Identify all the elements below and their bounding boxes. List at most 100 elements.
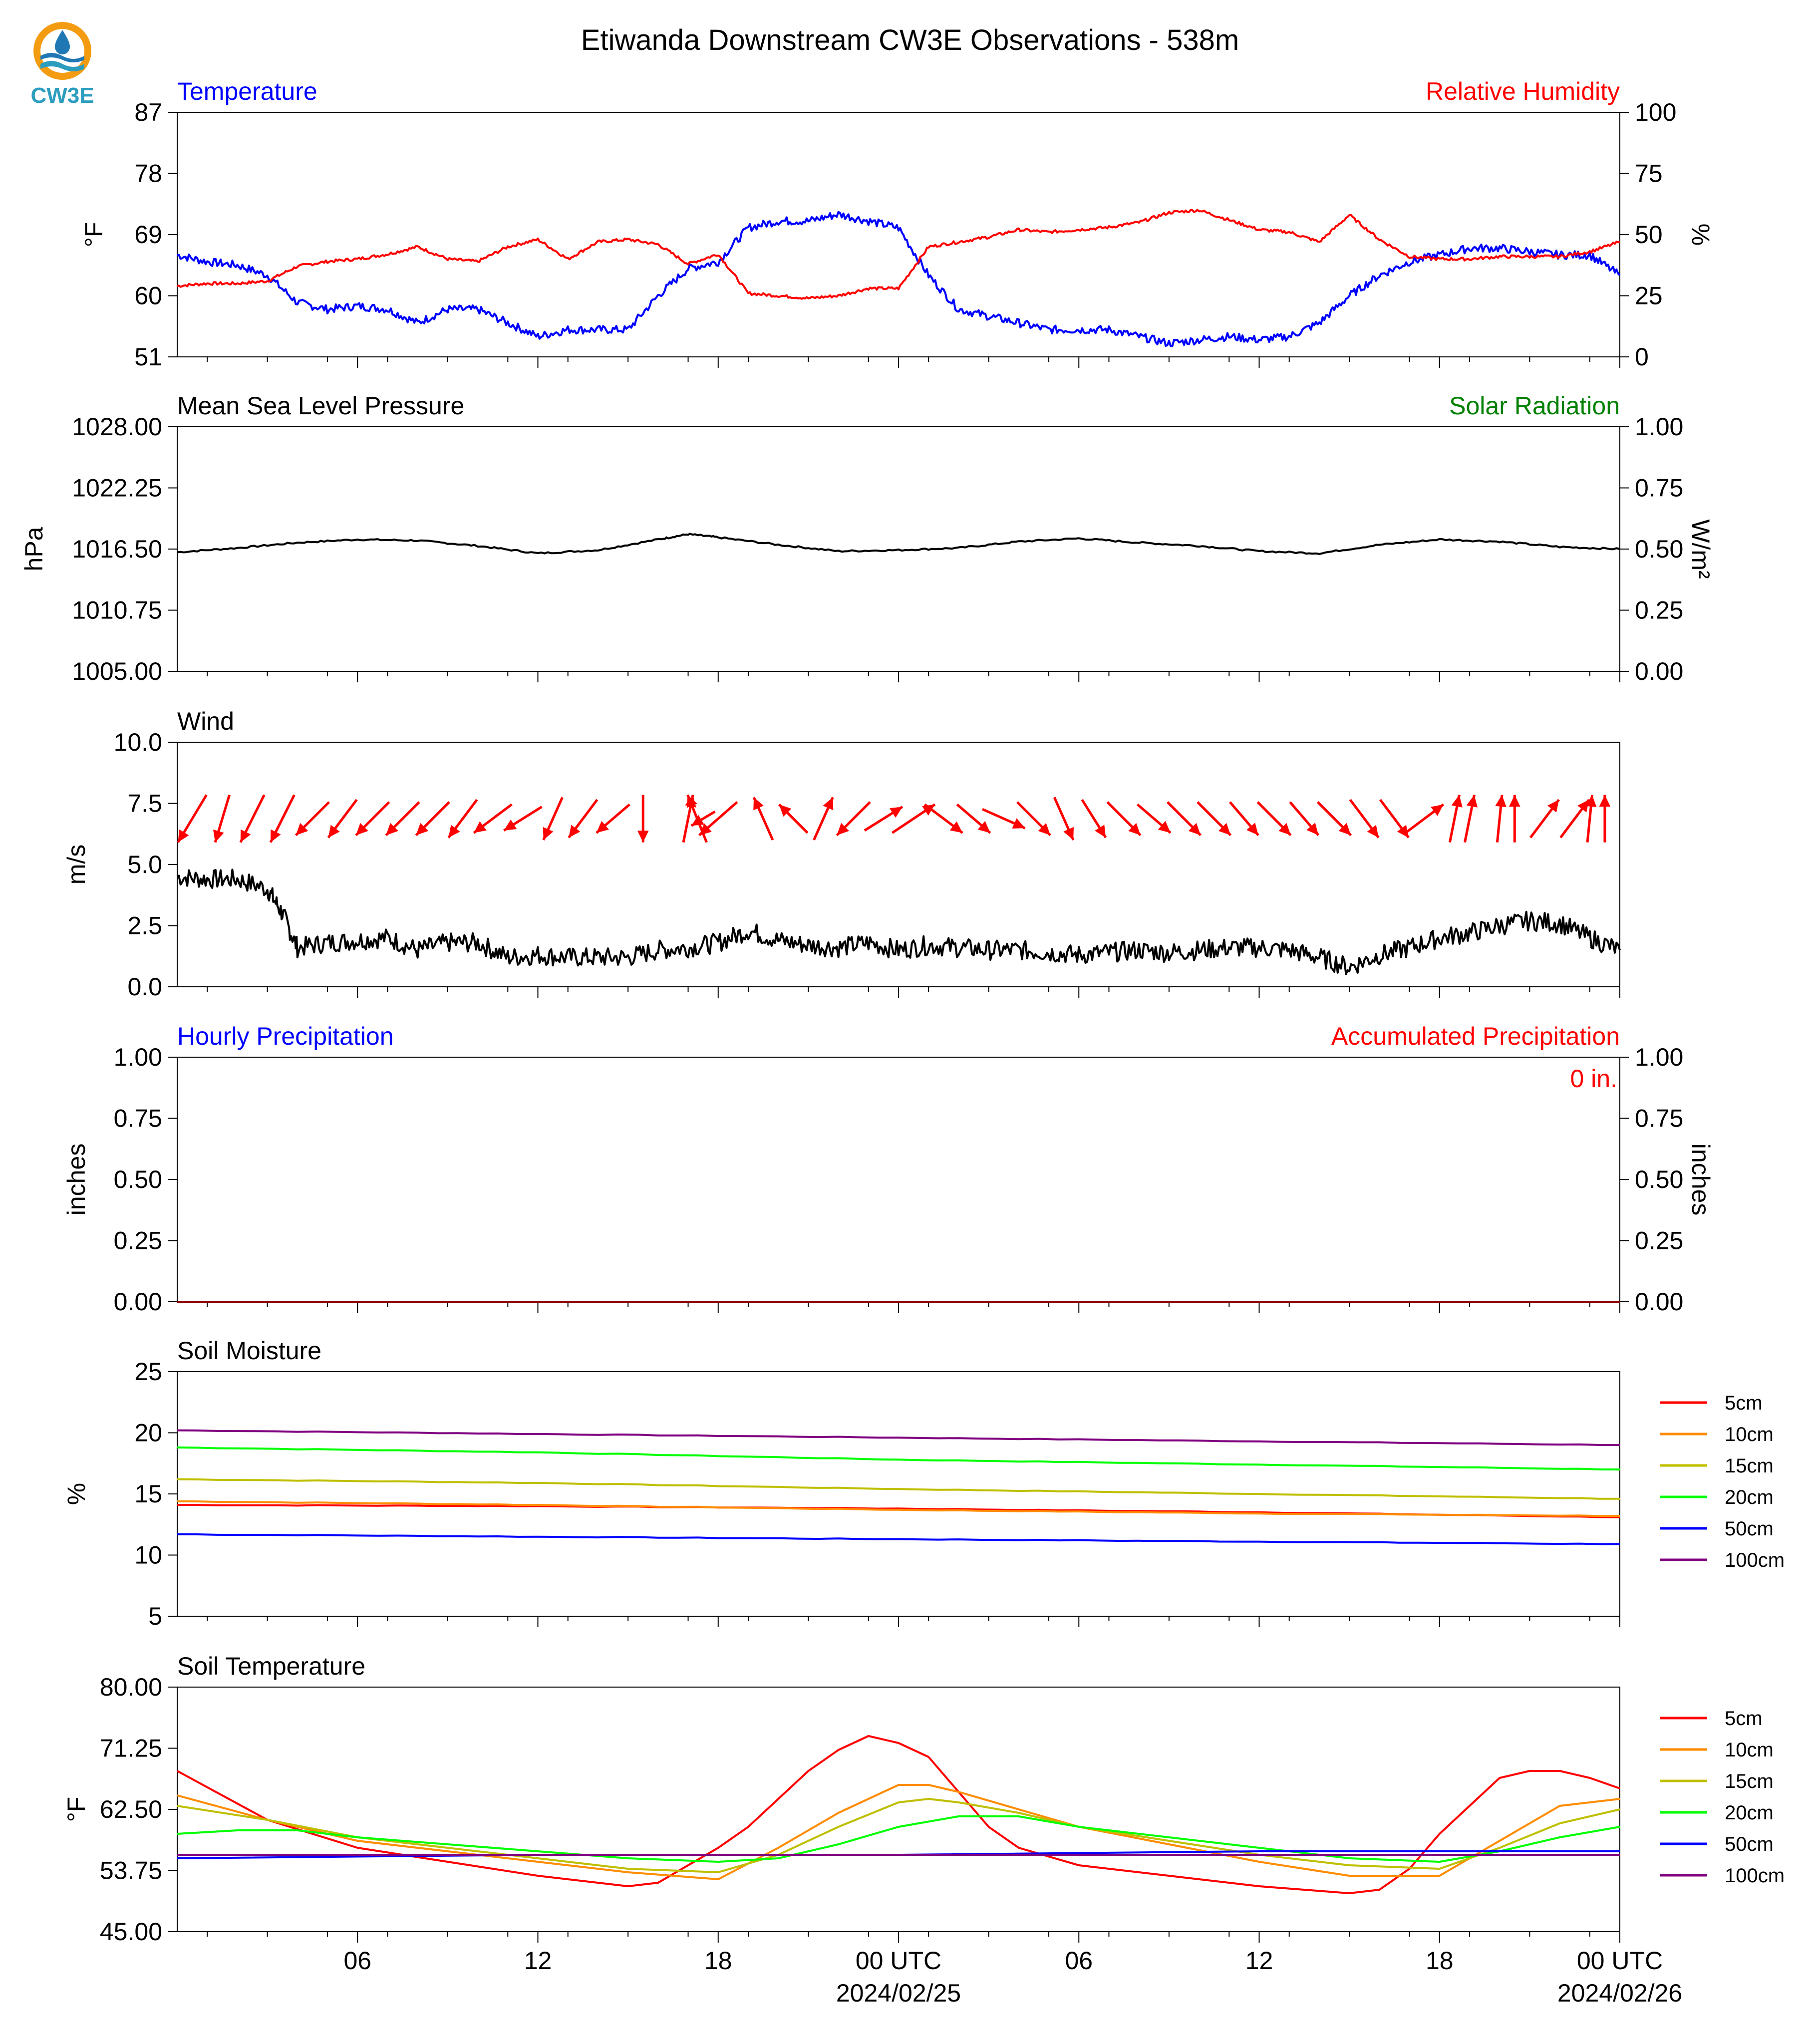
- y-tick-label: 60: [134, 282, 162, 310]
- wind-arrow: [542, 797, 564, 841]
- wind-arrow: [956, 803, 991, 834]
- wind-arrow-head: [569, 825, 581, 838]
- wind-arrow-head: [543, 827, 554, 840]
- wind-arrow: [1228, 801, 1259, 836]
- wind-arrow-head: [1063, 827, 1074, 840]
- wind-arrow-head: [1038, 823, 1051, 836]
- y-tick-label-right: 100: [1635, 98, 1676, 126]
- y-tick-label-right: 0: [1635, 343, 1649, 371]
- wind-arrow: [1317, 801, 1352, 837]
- y-tick-label: 1010.75: [72, 596, 162, 624]
- wind-arrow-head: [1367, 825, 1379, 838]
- series-line-soil-temp-2: [177, 1798, 1620, 1873]
- y-axis-label: m/s: [62, 845, 90, 885]
- wind-arrow-head: [1338, 823, 1351, 836]
- x-date-label: 2024/02/26: [1557, 1979, 1682, 2007]
- y-tick-label: 0.25: [114, 1227, 162, 1255]
- wind-arrow: [213, 794, 231, 843]
- wind-arrow: [1448, 795, 1463, 843]
- wind-arrow: [568, 799, 599, 839]
- wind-arrow-head: [1158, 821, 1171, 833]
- wind-arrow: [778, 803, 809, 834]
- wind-arrow-head: [837, 823, 849, 836]
- wind-arrow: [177, 794, 208, 843]
- wind-arrow: [923, 803, 963, 834]
- legend-label: 100cm: [1725, 1865, 1785, 1887]
- wind-arrow: [355, 801, 390, 837]
- wind-arrow-head: [1218, 823, 1231, 836]
- wind-arrow: [1197, 801, 1232, 837]
- wind-arrow-head: [1397, 825, 1409, 838]
- legend-label: 100cm: [1725, 1549, 1785, 1571]
- y-tick-label: 71.25: [100, 1735, 162, 1762]
- y-tick-label: 78: [134, 160, 162, 188]
- series-line-soil-temp-1: [177, 1784, 1620, 1880]
- y-tick-label: 1022.25: [72, 474, 162, 502]
- wind-arrow: [1081, 799, 1107, 839]
- y-tick-label: 1028.00: [72, 413, 162, 441]
- wind-arrow-head: [977, 821, 990, 833]
- wind-arrow: [1053, 797, 1075, 841]
- y-tick-label: 1005.00: [72, 657, 162, 685]
- y-tick-label-right: 1.00: [1635, 413, 1683, 441]
- series-line-soil-moisture-3: [177, 1446, 1620, 1470]
- wind-arrow-head: [753, 797, 764, 811]
- wind-arrow-head: [1451, 795, 1463, 808]
- panel-title-right: Solar Radiation: [1449, 392, 1620, 420]
- panels: 87 78 69 60 51 100 75 50 25 0 °F % Temperature Relati…: [20, 77, 1785, 2007]
- series-line-soil-moisture-2: [177, 1478, 1620, 1500]
- y-tick-label: 0.50: [114, 1165, 162, 1193]
- panel-title-left: Soil Moisture: [177, 1337, 321, 1365]
- wind-arrow: [239, 794, 266, 843]
- y-tick-label-right: 0.25: [1635, 596, 1683, 624]
- wind-arrow: [1495, 795, 1507, 843]
- wind-arrow: [415, 801, 450, 837]
- series-line-soil-temp-0: [177, 1735, 1620, 1894]
- y-tick-label-right: 1.00: [1635, 1043, 1683, 1071]
- wind-arrow: [327, 799, 358, 839]
- wind-arrow: [1289, 801, 1320, 836]
- y-tick-label-right: 25: [1635, 282, 1663, 310]
- wind-arrow: [1585, 795, 1597, 843]
- x-tick-label: 06: [1065, 1947, 1093, 1975]
- wind-arrow: [447, 799, 478, 839]
- y-tick-label: 20: [134, 1419, 162, 1447]
- wind-arrow: [864, 806, 904, 832]
- wind-arrow-head: [356, 823, 368, 836]
- wind-arrow-head: [296, 823, 308, 836]
- cw3e-logo: CW3E: [20, 15, 105, 110]
- wind-arrow-head: [178, 829, 189, 843]
- panel-frame-soil-temp: [177, 1687, 1620, 1932]
- wind-arrow-head: [1495, 795, 1507, 808]
- x-tick-label: 18: [1426, 1947, 1454, 1975]
- wind-arrow: [503, 806, 543, 832]
- panel-title-right: Accumulated Precipitation: [1331, 1022, 1620, 1050]
- wind-arrow-head: [1246, 823, 1258, 836]
- wind-arrow-head: [240, 829, 251, 843]
- y-tick-label: 15: [134, 1480, 162, 1508]
- series-line-temp-rh-1: [177, 209, 1620, 300]
- y-tick-label: 5: [148, 1602, 162, 1630]
- wind-arrow: [836, 801, 871, 837]
- y-tick-label-right: 0.00: [1635, 1288, 1683, 1316]
- legend-label: 15cm: [1725, 1770, 1774, 1792]
- wind-arrow-head: [1585, 795, 1597, 808]
- x-tick-label: 06: [343, 1947, 371, 1975]
- series-line-wind-0: [176, 869, 1621, 975]
- wind-arrow-head: [474, 821, 487, 833]
- wind-arrow: [1349, 799, 1380, 839]
- y-axis-label: hPa: [20, 527, 48, 571]
- wind-arrow: [1559, 799, 1590, 839]
- legend-label: 50cm: [1725, 1518, 1774, 1540]
- legend-label: 50cm: [1725, 1833, 1774, 1855]
- cw3e-logo-icon: CW3E: [30, 22, 94, 108]
- wind-arrow-head: [823, 797, 834, 811]
- panel-title-left: Soil Temperature: [177, 1652, 365, 1680]
- series-line-pressure-solar-0: [177, 533, 1620, 555]
- wind-arrow-head: [386, 823, 398, 836]
- y-axis-label: °F: [62, 1797, 90, 1822]
- wind-arrow-head: [1431, 804, 1444, 816]
- wind-arrow-head: [637, 831, 649, 843]
- logo-text: CW3E: [30, 83, 94, 108]
